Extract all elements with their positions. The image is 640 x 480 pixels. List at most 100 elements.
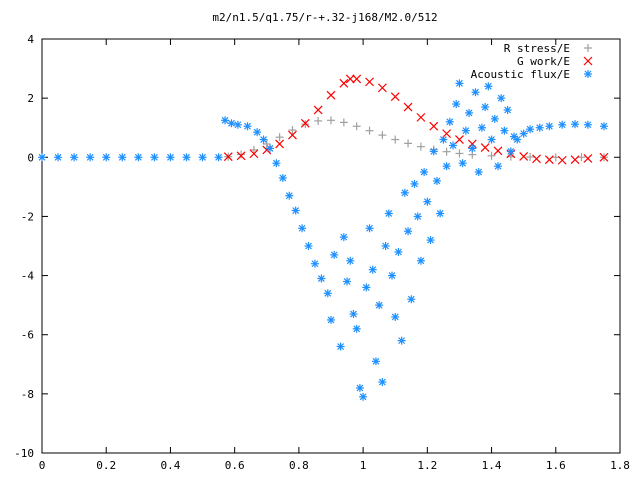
data-point [317, 274, 326, 283]
data-point [394, 247, 403, 256]
data-point [339, 118, 348, 127]
data-point [583, 120, 592, 129]
data-point [519, 129, 528, 138]
data-point [519, 151, 529, 161]
data-point [416, 112, 426, 122]
data-point [410, 179, 419, 188]
data-point [557, 155, 567, 165]
data-point [70, 153, 79, 162]
data-point [345, 74, 355, 84]
data-point [377, 83, 387, 93]
data-point [503, 105, 512, 114]
x-tick-label: 1.2 [417, 459, 437, 472]
data-point [471, 88, 480, 97]
data-point [278, 173, 287, 182]
legend-label: G work/E [517, 55, 570, 68]
data-point [233, 120, 242, 129]
data-point [535, 123, 544, 132]
data-point [397, 336, 406, 345]
data-point [545, 122, 554, 131]
y-tick-label: -4 [21, 270, 35, 283]
data-point [313, 105, 323, 115]
y-tick-label: 4 [27, 33, 34, 46]
data-point [249, 149, 259, 159]
data-point [493, 146, 503, 156]
data-point [429, 147, 438, 156]
data-point [481, 103, 490, 112]
data-point [532, 154, 541, 164]
data-point [359, 392, 368, 401]
data-point [298, 224, 307, 233]
data-point [477, 123, 486, 132]
data-point [599, 152, 609, 162]
data-point [484, 82, 493, 91]
x-tick-label: 1.6 [546, 459, 566, 472]
data-point [343, 277, 352, 286]
data-point [371, 357, 380, 366]
data-point [365, 77, 374, 87]
data-point [301, 120, 310, 129]
data-point [249, 145, 258, 154]
data-point [599, 122, 608, 131]
data-point [391, 312, 400, 321]
data-point [461, 126, 470, 135]
data-point [288, 126, 297, 135]
data-point [346, 256, 355, 265]
data-point [375, 301, 384, 310]
data-point [349, 310, 358, 319]
data-point [285, 191, 294, 200]
data-point [404, 139, 413, 148]
data-point [198, 153, 207, 162]
data-point [368, 265, 377, 274]
data-point [526, 152, 535, 161]
data-point [558, 120, 567, 129]
data-point [352, 122, 361, 131]
data-point [458, 159, 467, 168]
legend-marker [584, 44, 592, 52]
data-point [326, 90, 336, 100]
legend-label: Acoustic flux/E [471, 68, 570, 81]
data-point [487, 135, 496, 144]
data-point [400, 188, 409, 197]
data-point [227, 119, 236, 128]
data-point [253, 128, 262, 137]
data-point [416, 256, 425, 265]
series-0 [224, 116, 608, 162]
data-point [102, 153, 111, 162]
data-point [304, 242, 313, 250]
data-point [262, 139, 271, 148]
data-point [436, 209, 445, 218]
plot-frame [41, 38, 621, 454]
data-point [378, 131, 387, 140]
x-tick-label: 1.4 [482, 459, 502, 472]
data-marks [38, 74, 609, 401]
data-point [54, 153, 63, 162]
data-point [455, 135, 464, 144]
data-point [352, 74, 362, 84]
data-point [291, 206, 300, 215]
data-point [134, 153, 143, 162]
data-point [506, 147, 515, 156]
data-point [490, 114, 499, 123]
y-tick-label: 2 [27, 92, 34, 105]
series-1 [223, 74, 609, 165]
data-point [493, 162, 502, 171]
data-point [182, 153, 191, 162]
data-point [221, 116, 230, 125]
data-point [236, 151, 246, 161]
x-tick-label: 0.6 [225, 459, 245, 472]
data-point [365, 224, 374, 233]
data-point [442, 162, 451, 171]
data-point [38, 153, 46, 162]
data-point [513, 135, 522, 144]
x-tick-label: 0.4 [161, 459, 181, 472]
data-point [429, 121, 439, 131]
y-tick-label: -8 [21, 388, 34, 401]
data-point [455, 79, 464, 88]
data-point [166, 153, 175, 162]
data-point [336, 342, 345, 351]
data-point [265, 144, 274, 153]
data-point [480, 143, 490, 152]
y-tick-label: -10 [14, 447, 34, 460]
